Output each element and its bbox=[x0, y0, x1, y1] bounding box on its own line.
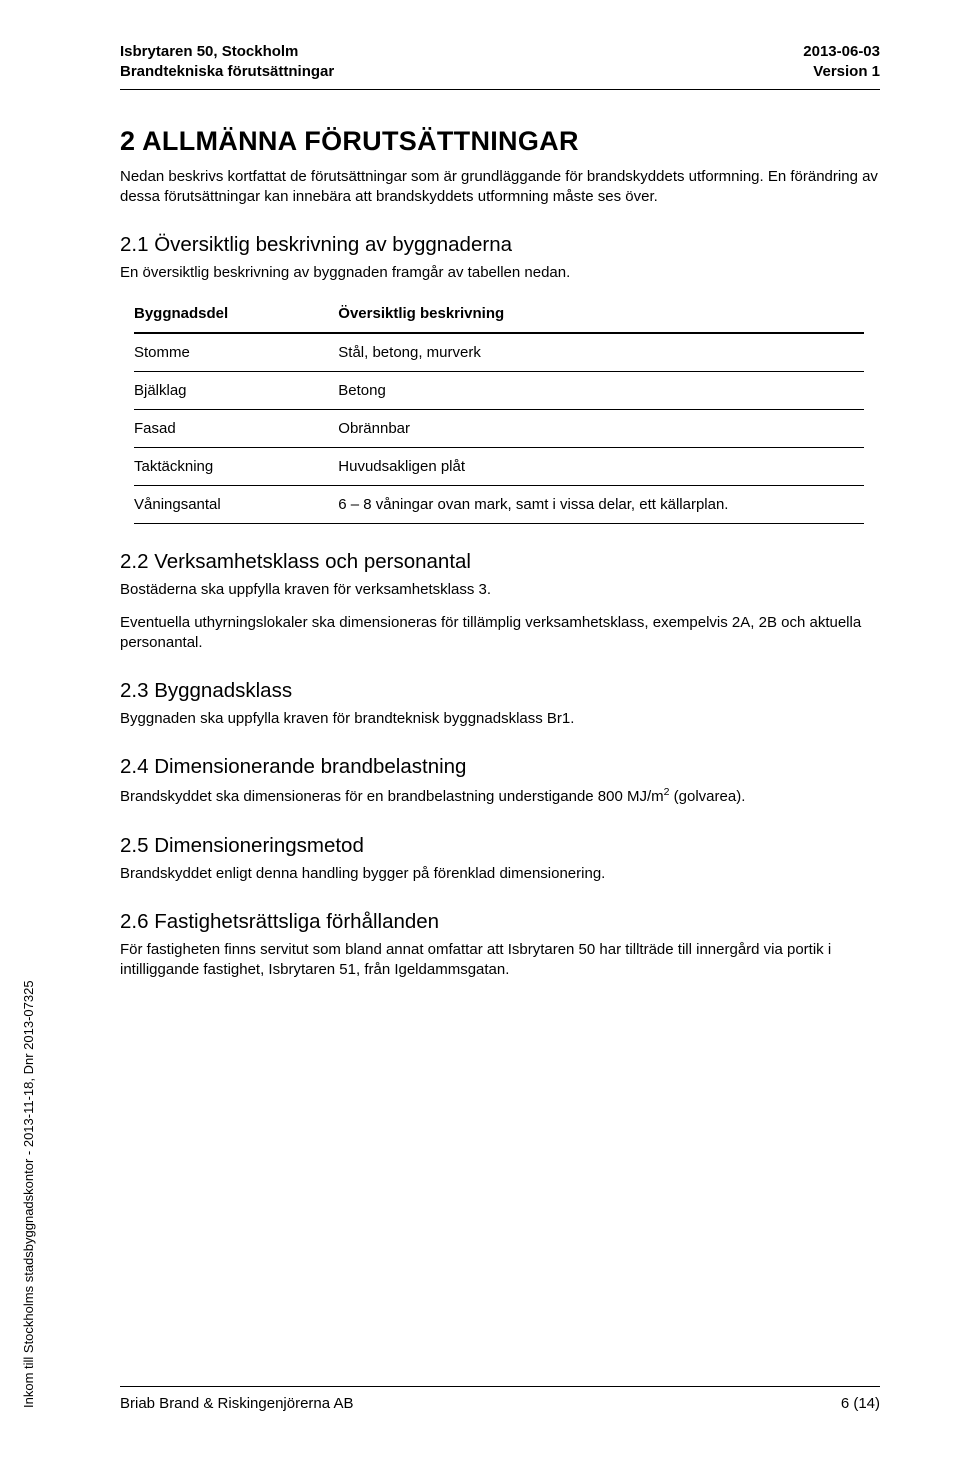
paragraph-2-6: För fastigheten finns servitut som bland… bbox=[120, 940, 880, 981]
table-cell: Betong bbox=[338, 372, 863, 410]
table-header-col1: Byggnadsdel bbox=[134, 295, 338, 333]
header-version: Version 1 bbox=[803, 62, 880, 82]
page-footer: Briab Brand & Riskingenjörerna AB 6 (14) bbox=[120, 1368, 880, 1412]
side-stamp: Inkom till Stockholms stadsbyggnadskonto… bbox=[21, 980, 36, 1408]
paragraph-2-3: Byggnaden ska uppfylla kraven för brandt… bbox=[120, 709, 880, 729]
table-row: Våningsantal 6 – 8 våningar ovan mark, s… bbox=[134, 486, 864, 524]
paragraph-2-2-1: Bostäderna ska uppfylla kraven för verks… bbox=[120, 580, 880, 600]
heading-2-4: 2.4 Dimensionerande brandbelastning bbox=[120, 755, 880, 779]
table-row: Fasad Obrännbar bbox=[134, 410, 864, 448]
page: Isbrytaren 50, Stockholm Brandtekniska f… bbox=[0, 0, 960, 1458]
table-cell: Bjälklag bbox=[134, 372, 338, 410]
table-header-col2: Översiktlig beskrivning bbox=[338, 295, 863, 333]
header-right: 2013-06-03 Version 1 bbox=[803, 42, 880, 83]
heading-2-2: 2.2 Verksamhetsklass och personantal bbox=[120, 550, 880, 574]
paragraph-2-4-pre: Brandskyddet ska dimensioneras för en br… bbox=[120, 788, 664, 805]
heading-2-3: 2.3 Byggnadsklass bbox=[120, 679, 880, 703]
paragraph-2-2-2: Eventuella uthyrningslokaler ska dimensi… bbox=[120, 613, 880, 654]
heading-2-5: 2.5 Dimensioneringsmetod bbox=[120, 834, 880, 858]
paragraph-2-4: Brandskyddet ska dimensioneras för en br… bbox=[120, 785, 880, 807]
table-row: Bjälklag Betong bbox=[134, 372, 864, 410]
table-header-row: Byggnadsdel Översiktlig beskrivning bbox=[134, 295, 864, 333]
table-cell: Huvudsakligen plåt bbox=[338, 448, 863, 486]
table-cell: Våningsantal bbox=[134, 486, 338, 524]
footer-left: Briab Brand & Riskingenjörerna AB bbox=[120, 1395, 353, 1412]
building-description-table: Byggnadsdel Översiktlig beskrivning Stom… bbox=[134, 295, 864, 524]
header-date: 2013-06-03 bbox=[803, 42, 880, 62]
paragraph-2-1: En översiktlig beskrivning av byggnaden … bbox=[120, 263, 880, 283]
table-cell: 6 – 8 våningar ovan mark, samt i vissa d… bbox=[338, 486, 863, 524]
table-cell: Obrännbar bbox=[338, 410, 863, 448]
heading-2-1: 2.1 Översiktlig beskrivning av byggnader… bbox=[120, 233, 880, 257]
header-title: Isbrytaren 50, Stockholm bbox=[120, 42, 334, 62]
intro-paragraph: Nedan beskrivs kortfattat de förutsättni… bbox=[120, 167, 880, 208]
table-cell: Fasad bbox=[134, 410, 338, 448]
table-cell: Stomme bbox=[134, 333, 338, 372]
heading-2-6: 2.6 Fastighetsrättsliga förhållanden bbox=[120, 910, 880, 934]
table-cell: Stål, betong, murverk bbox=[338, 333, 863, 372]
section-title: 2 ALLMÄNNA FÖRUTSÄTTNINGAR bbox=[120, 126, 880, 157]
table-row: Stomme Stål, betong, murverk bbox=[134, 333, 864, 372]
page-header: Isbrytaren 50, Stockholm Brandtekniska f… bbox=[120, 42, 880, 90]
paragraph-2-5: Brandskyddet enligt denna handling bygge… bbox=[120, 864, 880, 884]
footer-right: 6 (14) bbox=[841, 1395, 880, 1412]
header-left: Isbrytaren 50, Stockholm Brandtekniska f… bbox=[120, 42, 334, 83]
header-subtitle: Brandtekniska förutsättningar bbox=[120, 62, 334, 82]
table-row: Taktäckning Huvudsakligen plåt bbox=[134, 448, 864, 486]
paragraph-2-4-post: (golvarea). bbox=[670, 788, 746, 805]
table-cell: Taktäckning bbox=[134, 448, 338, 486]
